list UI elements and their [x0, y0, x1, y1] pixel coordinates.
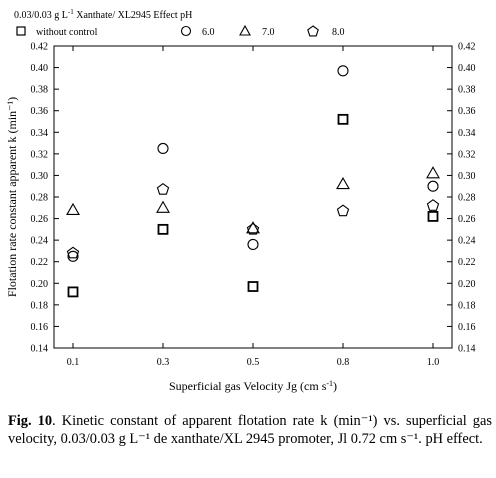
marker-circle	[67, 250, 79, 262]
y-tick-label-left: 0.40	[31, 63, 49, 74]
y-tick-label-left: 0.24	[31, 236, 49, 247]
marker-pentagon	[246, 222, 260, 235]
marker-pentagon	[426, 199, 440, 211]
y-tick-label-right: 0.14	[458, 344, 476, 355]
y-axis-title: Flotation rate constant apparent k (min⁻…	[5, 97, 19, 297]
marker-circle	[247, 238, 259, 251]
legend-pentagon-marker	[307, 25, 319, 37]
legend-circle-marker	[180, 25, 192, 37]
marker-square	[337, 113, 349, 125]
marker-pentagon	[336, 204, 350, 217]
chart: 0.03/0.03 g L-1 Xanthate/ XL2945 Effect …	[5, 8, 476, 393]
y-tick-label-left: 0.34	[31, 128, 49, 139]
figure-caption: Fig. 10. Kinetic constant of apparent fl…	[8, 412, 492, 448]
marker-pentagon	[156, 182, 170, 195]
legend-item-ph-8: 8.0	[307, 25, 345, 38]
y-tick-label-right: 0.42	[458, 42, 476, 53]
y-axis-ticks: 0.14 0.14 0.16 0.16 0.18 0.18 0.20 0.20 0.22 0.22…	[31, 42, 476, 355]
y-tick-label-right: 0.26	[458, 214, 476, 225]
y-tick-label-right: 0.36	[458, 106, 476, 117]
legend-items: without control 6.0 7.0 8.0	[16, 24, 345, 38]
caption-text: . Kinetic constant of apparent flotation…	[8, 413, 492, 447]
marker-triangle	[66, 202, 80, 215]
x-axis-ticks: 0.1 0.3 0.5 0.8 1.0	[67, 46, 440, 368]
y-tick-label-right: 0.16	[458, 322, 476, 333]
y-tick-label-left: 0.20	[31, 279, 49, 290]
marker-pentagon	[66, 246, 80, 259]
y-tick-label-left: 0.38	[31, 85, 49, 96]
y-tick-label-right: 0.30	[458, 171, 476, 182]
y-tick-label-left: 0.42	[31, 42, 49, 53]
x-axis-title: Superficial gas Velocity Jg (cm s-1)	[169, 379, 337, 393]
x-tick-label: 0.1	[67, 357, 80, 368]
y-tick-label-right: 0.38	[458, 85, 476, 96]
x-tick-label: 0.8	[337, 357, 350, 368]
y-tick-label-right: 0.22	[458, 257, 476, 268]
legend-item-ph-6: 6.0	[180, 25, 215, 38]
y-tick-label-right: 0.18	[458, 300, 476, 311]
y-tick-label-left: 0.16	[31, 322, 49, 333]
legend-header: 0.03/0.03 g L-1 Xanthate/ XL2945 Effect …	[14, 8, 192, 21]
y-tick-label-right: 0.34	[458, 128, 476, 139]
marker-triangle	[246, 221, 260, 234]
plot-frame	[53, 45, 453, 349]
y-tick-label-left: 0.18	[31, 300, 49, 311]
y-tick-label-left: 0.28	[31, 193, 49, 204]
legend-triangle-marker	[239, 24, 251, 36]
y-tick-label-left: 0.36	[31, 106, 49, 117]
data-markers	[66, 65, 440, 298]
legend-label-ph-6: 6.0	[202, 27, 215, 38]
y-tick-label-right: 0.32	[458, 149, 476, 160]
marker-square	[67, 286, 79, 298]
figure-label: Fig. 10	[8, 413, 53, 429]
y-tick-label-right: 0.20	[458, 279, 476, 290]
marker-triangle	[156, 200, 170, 213]
legend-item-ph-7: 7.0	[239, 24, 275, 38]
y-tick-label-left: 0.26	[31, 214, 49, 225]
legend-label-ph-8: 8.0	[332, 27, 345, 38]
y-tick-label-left: 0.22	[31, 257, 49, 268]
y-tick-label-left: 0.14	[31, 344, 49, 355]
x-tick-label: 1.0	[427, 357, 440, 368]
marker-square	[157, 223, 169, 235]
marker-square	[247, 281, 259, 292]
marker-circle	[427, 180, 439, 192]
x-tick-label: 0.3	[157, 357, 170, 368]
marker-circle	[157, 142, 169, 155]
x-tick-label: 0.5	[247, 357, 260, 368]
legend-square-marker	[16, 26, 26, 36]
legend-label-without-control: without control	[36, 27, 98, 38]
y-tick-label-left: 0.32	[31, 149, 49, 160]
y-tick-label-right: 0.24	[458, 236, 476, 247]
marker-triangle	[336, 176, 350, 190]
marker-square	[427, 211, 439, 222]
legend-label-ph-7: 7.0	[262, 27, 275, 38]
legend-item-without-control: without control	[16, 26, 98, 38]
marker-triangle	[426, 166, 440, 179]
y-tick-label-right: 0.40	[458, 63, 476, 74]
y-tick-label-right: 0.28	[458, 193, 476, 204]
y-tick-label-left: 0.30	[31, 171, 49, 182]
marker-circle	[337, 65, 349, 77]
